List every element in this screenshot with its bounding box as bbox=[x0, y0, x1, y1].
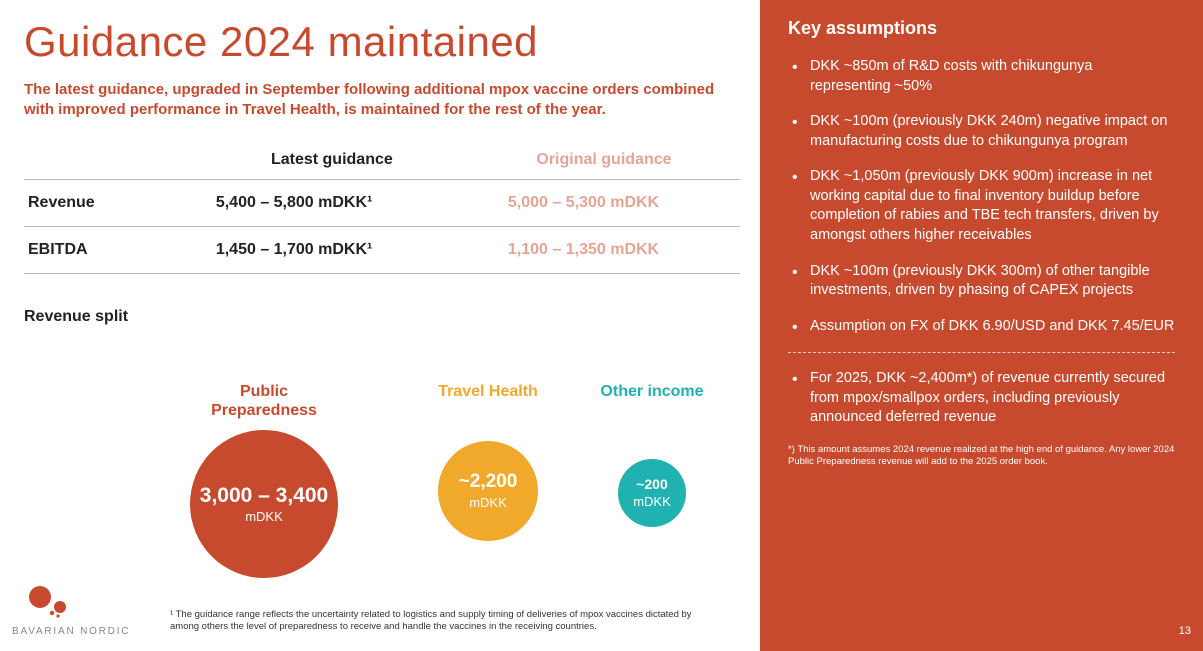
bubble-circle: ~2,200 mDKK bbox=[438, 441, 538, 541]
bubble-value: ~2,200 bbox=[459, 472, 518, 493]
table-row: EBITDA1,450 – 1,700 mDKK¹1,100 – 1,350 m… bbox=[24, 226, 740, 273]
guidance-table: Latest guidance Original guidance Revenu… bbox=[24, 145, 740, 274]
revenue-split-chart: Public Preparedness3,000 – 3,400mDKKTrav… bbox=[150, 382, 750, 592]
col-original: Original guidance bbox=[468, 145, 740, 180]
assumptions-footnote: *) This amount assumes 2024 revenue real… bbox=[788, 444, 1175, 469]
subtitle: The latest guidance, upgraded in Septemb… bbox=[24, 80, 724, 121]
bubble-title: Travel Health bbox=[418, 382, 558, 401]
assumptions-list: DKK ~850m of R&D costs with chikungunya … bbox=[788, 57, 1175, 336]
brand-logo: BAVARIAN NORDIC bbox=[12, 579, 162, 637]
list-item: DKK ~1,050m (previously DKK 900m) increa… bbox=[788, 167, 1175, 245]
footnote: ¹ The guidance range reflects the uncert… bbox=[170, 609, 720, 633]
row-label: Revenue bbox=[24, 179, 196, 226]
bubble-group: Other income ~200 mDKK bbox=[582, 382, 722, 527]
bubble-value: ~200 bbox=[636, 477, 668, 492]
left-panel: Guidance 2024 maintained The latest guid… bbox=[0, 0, 760, 651]
assumptions-below-list: For 2025, DKK ~2,400m*) of revenue curre… bbox=[788, 369, 1175, 428]
slide: Guidance 2024 maintained The latest guid… bbox=[0, 0, 1203, 651]
list-item: DKK ~100m (previously DKK 240m) negative… bbox=[788, 112, 1175, 151]
logo-text: BAVARIAN NORDIC bbox=[12, 626, 162, 637]
list-item: DKK ~100m (previously DKK 300m) of other… bbox=[788, 262, 1175, 301]
cell-original: 5,000 – 5,300 mDKK bbox=[468, 179, 740, 226]
table-row: Revenue5,400 – 5,800 mDKK¹5,000 – 5,300 … bbox=[24, 179, 740, 226]
page-number: 13 bbox=[1179, 625, 1191, 637]
bubble-circle: ~200 mDKK bbox=[618, 459, 686, 527]
assumptions-heading: Key assumptions bbox=[788, 18, 1175, 39]
bubble-title: Public Preparedness bbox=[190, 382, 338, 420]
bubble-group: Public Preparedness 3,000 – 3,400 mDKK bbox=[190, 382, 338, 578]
divider bbox=[788, 352, 1175, 353]
bubble-value: 3,000 – 3,400 bbox=[200, 484, 328, 507]
cell-latest: 1,450 – 1,700 mDKK¹ bbox=[196, 226, 468, 273]
list-item: For 2025, DKK ~2,400m*) of revenue curre… bbox=[788, 369, 1175, 428]
row-label: EBITDA bbox=[24, 226, 196, 273]
bubble-title: Other income bbox=[582, 382, 722, 401]
assumptions-panel: Key assumptions DKK ~850m of R&D costs w… bbox=[760, 0, 1203, 651]
list-item: Assumption on FX of DKK 6.90/USD and DKK… bbox=[788, 317, 1175, 337]
revenue-split-label: Revenue split bbox=[24, 308, 740, 326]
bubble-unit: mDKK bbox=[633, 494, 671, 509]
page-title: Guidance 2024 maintained bbox=[24, 18, 740, 66]
cell-original: 1,100 – 1,350 mDKK bbox=[468, 226, 740, 273]
cell-latest: 5,400 – 5,800 mDKK¹ bbox=[196, 179, 468, 226]
col-latest: Latest guidance bbox=[196, 145, 468, 180]
list-item: DKK ~850m of R&D costs with chikungunya … bbox=[788, 57, 1175, 96]
bubble-unit: mDKK bbox=[245, 509, 283, 524]
logo-icon bbox=[12, 579, 92, 619]
bubble-unit: mDKK bbox=[469, 495, 507, 510]
bubble-group: Travel Health ~2,200 mDKK bbox=[418, 382, 558, 541]
bubble-circle: 3,000 – 3,400 mDKK bbox=[190, 430, 338, 578]
